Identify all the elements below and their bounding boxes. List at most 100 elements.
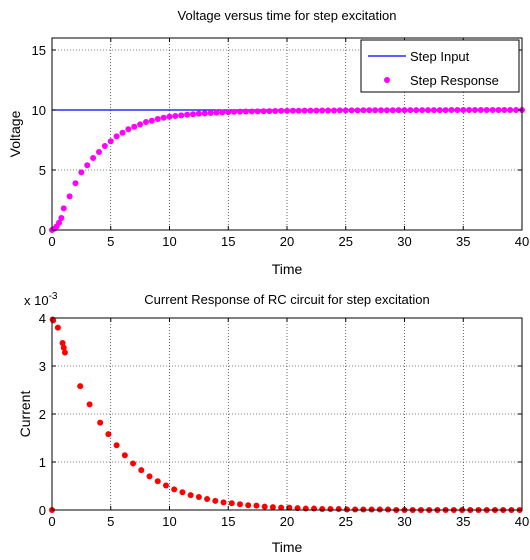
- current-y-tick-label: 0: [39, 503, 46, 518]
- voltage-step-response-point: [354, 107, 361, 114]
- voltage-y-axis-label: Voltage: [7, 110, 23, 157]
- current-y-tick-label: 3: [39, 359, 46, 374]
- voltage-step-response-point: [254, 108, 261, 115]
- current-series-0-point: [86, 401, 93, 408]
- voltage-step-response-point: [460, 107, 467, 113]
- voltage-step-response-point: [495, 107, 502, 113]
- voltage-step-response-point: [84, 162, 91, 169]
- voltage-step-response-point: [213, 109, 220, 116]
- voltage-step-response-point: [489, 107, 496, 113]
- current-chart-title: Current Response of RC circuit for step …: [144, 292, 429, 307]
- current-series-0-point: [245, 502, 252, 509]
- voltage-step-response-point: [154, 116, 161, 122]
- voltage-step-response-point: [295, 107, 302, 114]
- current-series-0-point: [327, 506, 334, 513]
- voltage-step-response-point: [454, 107, 461, 113]
- voltage-step-response-point: [266, 108, 273, 115]
- voltage-step-response-point: [301, 107, 308, 114]
- voltage-step-response-point: [477, 107, 484, 113]
- voltage-step-response-point: [184, 111, 191, 118]
- current-series-0-point: [162, 482, 169, 489]
- voltage-step-response-point: [372, 107, 379, 114]
- voltage-step-response-point: [507, 107, 514, 113]
- voltage-step-response-point: [72, 180, 79, 187]
- voltage-x-tick-label: 0: [48, 234, 55, 249]
- voltage-step-response-point: [125, 126, 132, 133]
- voltage-step-response-point: [307, 107, 314, 114]
- current-y-tick-label: 2: [39, 407, 46, 422]
- voltage-step-response-point: [501, 107, 508, 113]
- voltage-y-tick-label: 10: [32, 103, 46, 118]
- current-series-0-point: [77, 383, 84, 390]
- voltage-step-response-point: [148, 117, 155, 124]
- voltage-step-response-point: [166, 113, 173, 120]
- voltage-step-response-point: [325, 107, 332, 114]
- voltage-x-tick-label: 40: [515, 234, 529, 249]
- voltage-x-axis-label: Time: [272, 261, 303, 277]
- voltage-step-response-point: [472, 107, 478, 113]
- voltage-step-response-point: [289, 107, 296, 114]
- voltage-step-response-point: [101, 143, 108, 149]
- voltage-step-response-point: [442, 107, 449, 114]
- current-series-0-point: [261, 503, 268, 510]
- voltage-step-response-point: [348, 107, 355, 114]
- voltage-step-response-point: [284, 107, 290, 114]
- current-series-0-point: [220, 499, 227, 506]
- current-series-0-point: [269, 504, 276, 511]
- current-series-0-point: [286, 504, 293, 511]
- voltage-step-response-point: [383, 107, 390, 114]
- voltage-step-response-point: [58, 215, 65, 221]
- voltage-step-response-point: [401, 107, 408, 114]
- voltage-step-response-point: [60, 205, 67, 212]
- voltage-series: [49, 107, 525, 233]
- current-ticks: 0 5 10 15 20 25 30 35 40 0 1 2 3 4: [39, 311, 529, 529]
- current-y-tick-label: 4: [39, 311, 46, 326]
- voltage-y-tick-label: 0: [39, 223, 46, 238]
- current-x-tick-label: 20: [280, 514, 294, 529]
- voltage-step-response-point: [313, 107, 320, 114]
- voltage-step-response-point: [278, 107, 285, 114]
- current-series-0-point: [187, 492, 194, 499]
- voltage-step-response-point: [378, 107, 384, 114]
- voltage-step-response-point: [395, 107, 402, 114]
- voltage-step-response-point: [360, 107, 367, 114]
- voltage-step-response-point: [113, 133, 120, 140]
- current-series-0-point: [113, 442, 120, 449]
- voltage-x-tick-label: 20: [280, 234, 294, 249]
- current-x-tick-label: 5: [107, 514, 114, 529]
- voltage-step-response-point: [342, 107, 349, 114]
- voltage-step-response-point: [96, 149, 102, 155]
- voltage-step-response-point: [143, 119, 149, 125]
- current-y-exponent-power: -3: [49, 291, 58, 302]
- current-x-tick-label: 25: [339, 514, 353, 529]
- current-series-0-point: [204, 495, 211, 502]
- voltage-step-response-point: [366, 107, 373, 114]
- voltage-step-response-point: [66, 193, 73, 200]
- voltage-x-tick-label: 35: [456, 234, 470, 249]
- current-series-0-point: [60, 344, 67, 351]
- voltage-step-response-point: [407, 107, 414, 114]
- voltage-step-response-point: [272, 107, 279, 114]
- current-x-tick-label: 10: [162, 514, 176, 529]
- voltage-x-tick-label: 15: [221, 234, 235, 249]
- voltage-x-tick-label: 25: [339, 234, 353, 249]
- voltage-step-response-point: [219, 109, 226, 116]
- current-series-0-point: [138, 467, 145, 474]
- current-series-0-point: [319, 506, 326, 513]
- voltage-x-tick-label: 30: [397, 234, 411, 249]
- legend-box: [360, 39, 520, 93]
- voltage-step-response-point: [178, 112, 185, 119]
- voltage-step-response-point: [107, 138, 114, 145]
- current-series-0-point: [59, 339, 66, 346]
- voltage-step-response-point: [225, 109, 232, 116]
- voltage-step-response-point: [430, 107, 437, 114]
- current-series-0-point: [61, 349, 68, 356]
- current-series-0-point: [179, 489, 186, 496]
- current-series-0-point: [253, 502, 260, 509]
- current-y-tick-label: 1: [39, 455, 46, 470]
- current-x-tick-label: 30: [397, 514, 411, 529]
- voltage-step-response-point: [242, 108, 249, 115]
- voltage-step-response-point: [90, 155, 97, 161]
- voltage-step-response-point: [78, 169, 85, 176]
